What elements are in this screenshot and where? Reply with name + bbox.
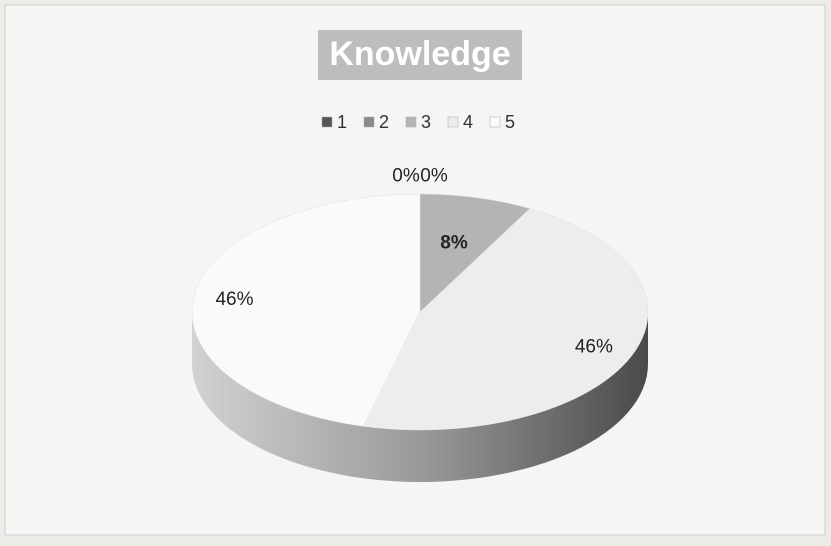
legend-swatch bbox=[321, 116, 333, 128]
chart-title: Knowledge bbox=[329, 35, 510, 73]
legend-label: 4 bbox=[463, 112, 473, 132]
data-label: 46% bbox=[215, 289, 253, 310]
data-label: 0% bbox=[420, 165, 448, 186]
legend-label: 1 bbox=[337, 112, 347, 132]
legend-swatch bbox=[489, 116, 501, 128]
legend-swatch bbox=[447, 116, 459, 128]
pie-side bbox=[192, 312, 648, 482]
data-label: 0% bbox=[392, 165, 420, 186]
pie-slice bbox=[191, 193, 421, 427]
data-label: 46% bbox=[575, 337, 613, 358]
data-label: 8% bbox=[440, 232, 468, 253]
legend-label: 5 bbox=[505, 112, 515, 132]
legend-label: 3 bbox=[421, 112, 431, 132]
legend-label: 2 bbox=[379, 112, 389, 132]
pie-slice bbox=[419, 193, 531, 313]
title-box bbox=[318, 30, 522, 80]
pie-slice bbox=[362, 208, 649, 431]
legend-swatch bbox=[405, 116, 417, 128]
legend-swatch bbox=[363, 116, 375, 128]
